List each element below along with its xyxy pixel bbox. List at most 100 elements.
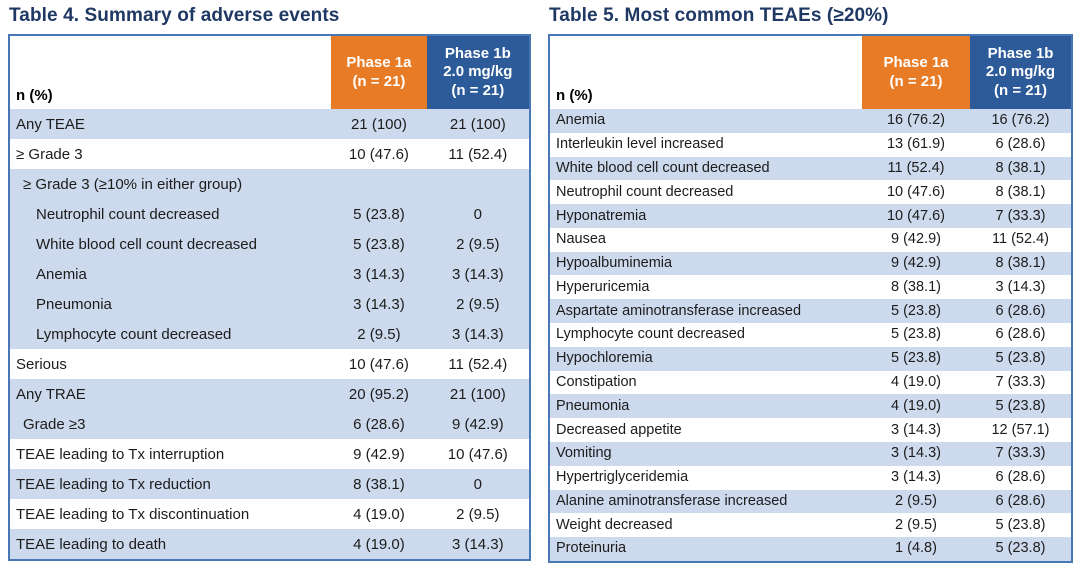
table-row: TEAE leading to Tx interruption 9 (42.9) 1… — [9, 439, 530, 469]
table-row: White blood cell count decreased 11 (52.4… — [549, 156, 1072, 181]
table-row: Vomiting 3 (14.3) 7 (33.3) — [549, 441, 1072, 466]
table-row: Lymphocyte count decreased 2 (9.5) 3 (14.3… — [9, 319, 530, 349]
row-label: Vomiting — [556, 445, 612, 462]
table-row: Hypertriglyceridemia 3 (14.3) 6 (28.6) — [549, 465, 1072, 490]
table-row: Alanine aminotransferase increased 2 (9.5… — [549, 489, 1072, 514]
row-label: Neutrophil count decreased — [36, 205, 220, 223]
row-label: White blood cell count decreased — [36, 235, 257, 253]
table-row: Weight decreased 2 (9.5) 5 (23.8) — [549, 513, 1072, 538]
value-cell: 8 (38.1) — [995, 255, 1046, 272]
row-label: Anemia — [556, 112, 606, 129]
value-cell: 5 (23.8) — [995, 397, 1046, 414]
table-row: Constipation 4 (19.0) 7 (33.3) — [549, 370, 1072, 395]
value-cell: 6 (28.6) — [995, 469, 1046, 486]
value-cell: 9 (42.9) — [451, 415, 504, 433]
table-row: Grade ≥3 6 (28.6) 9 (42.9) — [9, 409, 530, 439]
row-label: Aspartate aminotransferase increased — [556, 302, 802, 319]
table-row: Anemia 3 (14.3) 3 (14.3) — [9, 259, 530, 289]
value-cell: 21 (100) — [449, 385, 506, 403]
value-cell: 10 (47.6) — [886, 207, 946, 224]
row-label: TEAE leading to Tx interruption — [16, 445, 225, 463]
value-cell: 0 — [473, 475, 482, 493]
table-row: Pneumonia 3 (14.3) 2 (9.5) — [9, 289, 530, 319]
value-cell: 10 (47.6) — [886, 183, 946, 200]
value-cell: 2 (9.5) — [456, 295, 500, 313]
row-label: Hypoalbuminemia — [556, 255, 673, 272]
table-row: Aspartate aminotransferase increased 5 (2… — [549, 299, 1072, 324]
table-row: Interleukin level increased 13 (61.9) 6 (2… — [549, 132, 1072, 157]
value-cell: 3 (14.3) — [995, 278, 1046, 295]
row-label: TEAE leading to death — [16, 535, 167, 553]
table-row: Nausea 9 (42.9) 11 (52.4) — [549, 227, 1072, 252]
row-label: Decreased appetite — [556, 421, 682, 438]
value-cell: 5 (23.8) — [891, 302, 941, 319]
table-row: ≥ Grade 3 10 (47.6) 11 (52.4) — [9, 139, 530, 169]
row-label: Lymphocyte count decreased — [556, 326, 745, 343]
row-label: TEAE leading to Tx reduction — [16, 475, 211, 493]
value-cell: 8 (38.1) — [353, 475, 405, 493]
table-row: White blood cell count decreased 5 (23.8)… — [9, 229, 530, 259]
value-cell: 16 (76.2) — [886, 112, 946, 129]
row-label: Hypochloremia — [556, 350, 653, 367]
value-cell: 21 (100) — [449, 115, 506, 133]
common-teaes-panel: Table 5. Most common TEAEs (≥20%) n (%) … — [548, 4, 1073, 563]
row-label: Lymphocyte count decreased — [36, 325, 232, 343]
table-row: TEAE leading to Tx discontinuation 4 (19.… — [9, 499, 530, 529]
value-cell: 7 (33.3) — [995, 207, 1046, 224]
value-cell: 11 (52.4) — [448, 355, 508, 373]
value-cell: 5 (23.8) — [995, 540, 1046, 557]
table-row: Any TEAE 21 (100) 21 (100) — [9, 109, 530, 139]
value-cell: 3 (14.3) — [451, 265, 504, 283]
table-row: Anemia 16 (76.2) 16 (76.2) — [549, 109, 1072, 133]
value-cell: 4 (19.0) — [891, 373, 941, 390]
adverse-events-summary-panel: Table 4. Summary of adverse events n (%)… — [8, 4, 531, 563]
table-row: Hypochloremia 5 (23.8) 5 (23.8) — [549, 346, 1072, 371]
table4-body: Any TEAE 21 (100) 21 (100) ≥ Grade 3 10 (47.… — [9, 109, 530, 560]
value-cell: 2 (9.5) — [357, 325, 401, 343]
value-cell: 4 (19.0) — [353, 505, 405, 523]
adverse-events-summary-table: n (%) Phase 1a (n = 21) Phase 1b 2.0 mg/… — [8, 34, 531, 561]
value-cell: 6 (28.6) — [353, 415, 405, 433]
table-row: TEAE leading to Tx reduction 8 (38.1) 0 — [9, 469, 530, 499]
table5-body: Anemia 16 (76.2) 16 (76.2) Interleukin leve… — [549, 109, 1072, 562]
table-row: Pneumonia 4 (19.0) 5 (23.8) — [549, 394, 1072, 419]
value-cell: 10 (47.6) — [348, 145, 409, 163]
value-cell: 10 (47.6) — [348, 355, 409, 373]
table-row: Hyponatremia 10 (47.6) 7 (33.3) — [549, 204, 1072, 228]
value-cell: 6 (28.6) — [995, 136, 1046, 153]
table4-phase1b-column-header: Phase 1b 2.0 mg/kg (n = 21) — [426, 35, 530, 109]
value-cell: 6 (28.6) — [995, 326, 1046, 343]
row-label: Weight decreased — [556, 516, 673, 533]
value-cell: 8 (38.1) — [891, 278, 941, 295]
table-row: Neutrophil count decreased 5 (23.8) 0 — [9, 199, 530, 229]
value-cell: 16 (76.2) — [991, 112, 1050, 129]
table4-title: Table 4. Summary of adverse events — [9, 5, 340, 26]
value-cell: 11 (52.4) — [887, 159, 945, 176]
row-label: Any TRAE — [16, 385, 86, 403]
row-label: Grade ≥3 — [23, 415, 86, 433]
value-cell: 2 (9.5) — [456, 235, 500, 253]
common-teaes-table: n (%) Phase 1a (n = 21) Phase 1b 2.0 mg/… — [548, 34, 1073, 563]
value-cell: 2 (9.5) — [895, 516, 937, 533]
row-label: Alanine aminotransferase increased — [556, 492, 788, 509]
row-label: Pneumonia — [556, 397, 630, 414]
value-cell: 6 (28.6) — [995, 302, 1046, 319]
row-label: Constipation — [556, 373, 637, 390]
value-cell: 7 (33.3) — [995, 373, 1046, 390]
value-cell: 3 (14.3) — [891, 445, 941, 462]
row-label: Hyperuricemia — [556, 278, 650, 295]
table5-title: Table 5. Most common TEAEs (≥20%) — [549, 5, 889, 26]
table4-header: n (%) Phase 1a (n = 21) Phase 1b 2.0 mg/… — [9, 35, 530, 109]
value-cell: 4 (19.0) — [891, 397, 941, 414]
table-row: Neutrophil count decreased 10 (47.6) 8 (38… — [549, 180, 1072, 205]
table-row: ≥ Grade 3 (≥10% in either group) — [9, 169, 530, 199]
row-label: ≥ Grade 3 (≥10% in either group) — [23, 175, 243, 193]
value-cell: 5 (23.8) — [891, 326, 941, 343]
value-cell: 13 (61.9) — [886, 136, 946, 153]
value-cell: 4 (19.0) — [353, 535, 405, 553]
table5-phase1a-column-header: Phase 1a (n = 21) — [862, 35, 970, 109]
value-cell: 5 (23.8) — [995, 516, 1046, 533]
value-cell: 2 (9.5) — [895, 492, 937, 509]
value-cell: 20 (95.2) — [348, 385, 409, 403]
value-cell: 3 (14.3) — [451, 325, 504, 343]
